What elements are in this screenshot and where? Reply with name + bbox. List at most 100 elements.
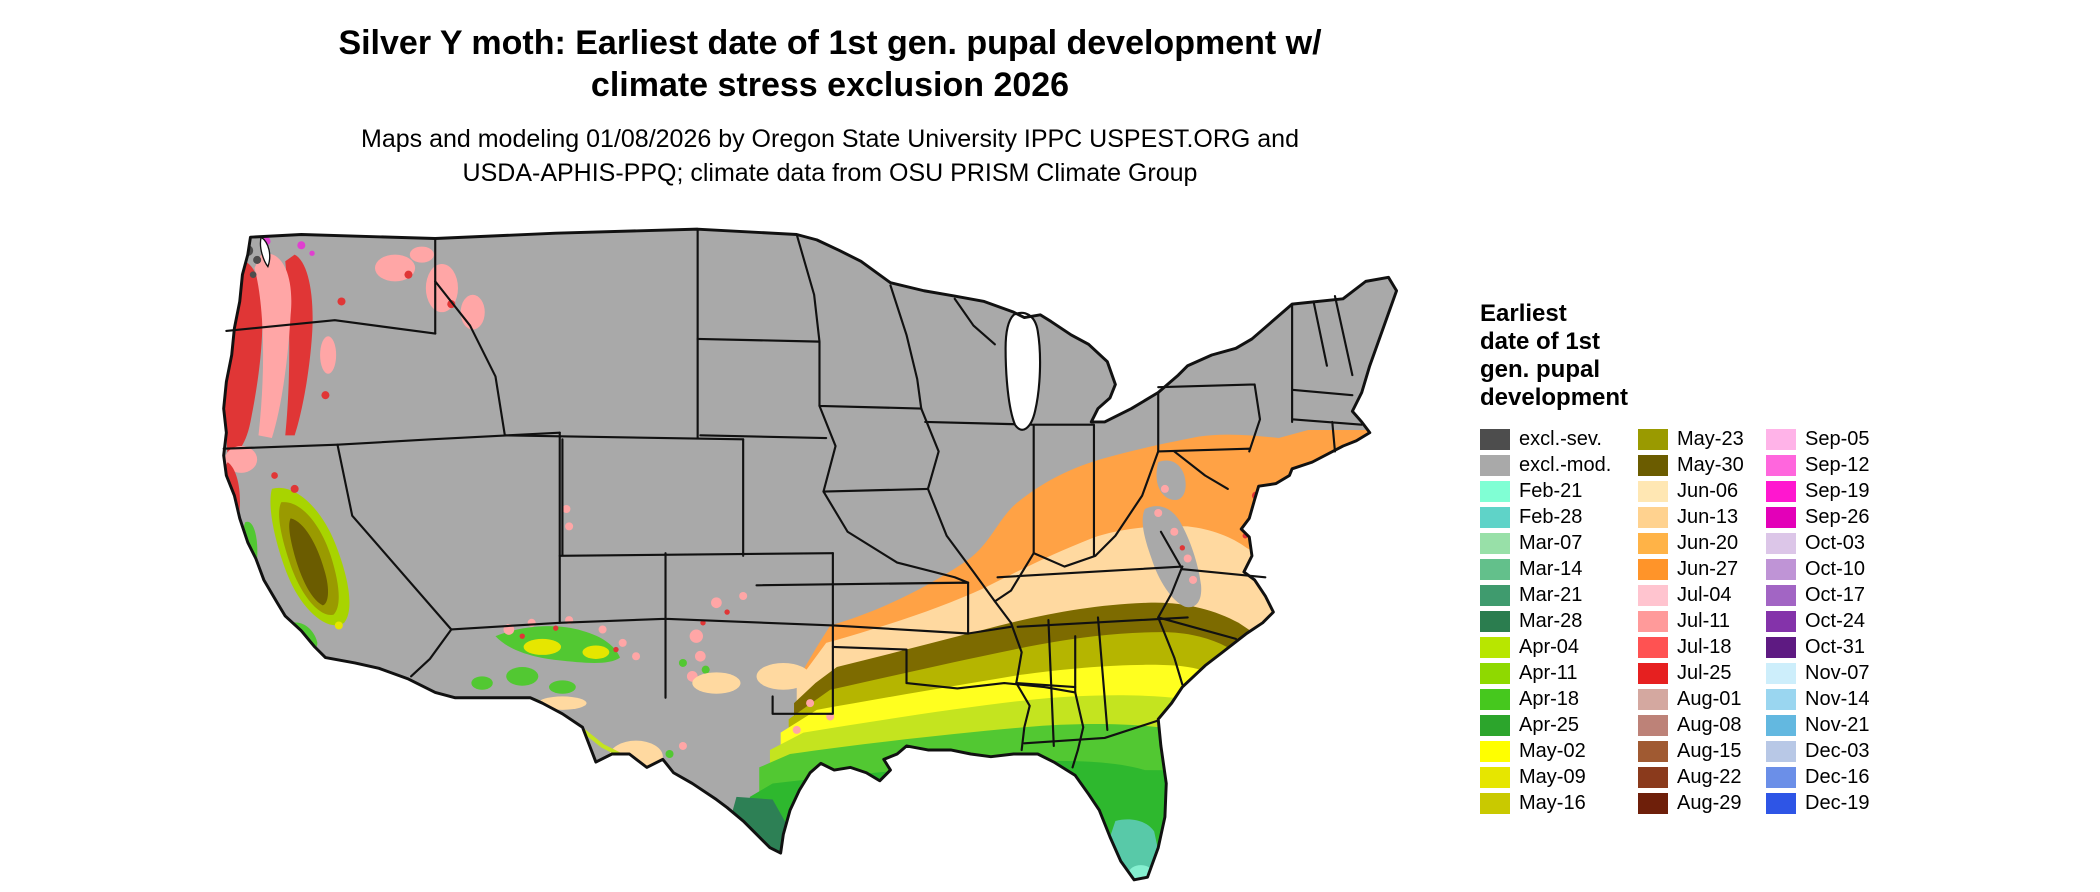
legend-swatch: [1638, 558, 1668, 580]
legend-swatch: [1480, 428, 1510, 450]
legend-swatch: [1766, 584, 1796, 606]
legend-label: Aug-01: [1677, 688, 1742, 710]
legend-label: Dec-03: [1805, 740, 1870, 762]
legend-item: May-30: [1638, 452, 1766, 478]
legend-swatch: [1638, 688, 1668, 710]
legend-item: Dec-16: [1766, 764, 1898, 790]
legend-item: Apr-04: [1480, 634, 1638, 660]
legend-swatch: [1638, 454, 1668, 476]
legend-item: May-02: [1480, 738, 1638, 764]
region-az-nm-red-specks: [519, 609, 730, 653]
us-map: [221, 221, 1426, 884]
legend-swatch: [1638, 662, 1668, 684]
legend-item: Dec-19: [1766, 790, 1898, 816]
legend-swatch: [1480, 454, 1510, 476]
legend-label: Jul-11: [1677, 610, 1730, 632]
legend-item: May-16: [1480, 790, 1638, 816]
legend-label: Jul-04: [1677, 584, 1732, 606]
legend-item: Nov-07: [1766, 660, 1898, 686]
legend-item: Mar-14: [1480, 556, 1638, 582]
legend-swatch: [1638, 480, 1668, 502]
legend-item: Sep-26: [1766, 504, 1898, 530]
legend-item: Mar-21: [1480, 582, 1638, 608]
region-south-texas-mar: [729, 796, 791, 854]
legend-swatch: [1766, 688, 1796, 710]
legend-label: Oct-31: [1805, 636, 1866, 658]
legend-label: Mar-14: [1519, 558, 1583, 580]
legend-label: Apr-25: [1519, 714, 1580, 736]
legend-label: May-30: [1677, 454, 1744, 476]
legend-columns: excl.-sev. excl.-mod. Feb-21 Feb-28 Mar-07 Ma…: [1480, 426, 1898, 816]
legend-label: Dec-16: [1805, 766, 1870, 788]
legend-label: Aug-08: [1677, 714, 1742, 736]
legend-item: Nov-14: [1766, 686, 1898, 712]
legend-item: Mar-07: [1480, 530, 1638, 556]
legend-swatch: [1480, 688, 1510, 710]
region-appalachia-gray: [1142, 506, 1202, 608]
legend-label: Sep-26: [1805, 506, 1870, 528]
legend-item: Jun-20: [1638, 530, 1766, 556]
legend-label: Oct-24: [1805, 610, 1866, 632]
legend-swatch: [1638, 740, 1668, 762]
region-pnw-pink: [254, 253, 292, 439]
legend-swatch: [1766, 610, 1796, 632]
map-title-line2: climate stress exclusion 2026: [590, 66, 1070, 104]
legend-swatch: [1480, 584, 1510, 606]
legend-label: Mar-21: [1519, 584, 1583, 606]
legend-swatch: [1766, 792, 1796, 814]
legend-swatch: [1766, 454, 1796, 476]
legend-swatch: [1480, 506, 1510, 528]
legend-label: Apr-18: [1519, 688, 1580, 710]
legend-item: Feb-28: [1480, 504, 1638, 530]
legend-column-2: May-23 May-30 Jun-06 Jun-13 Jun-20 Jun-27 Jul-…: [1638, 426, 1766, 816]
legend-item: Jul-04: [1638, 582, 1766, 608]
legend-label: Aug-15: [1677, 740, 1742, 762]
legend-column-1: excl.-sev. excl.-mod. Feb-21 Feb-28 Mar-07 Ma…: [1480, 426, 1638, 816]
legend-item: Oct-03: [1766, 530, 1898, 556]
legend-swatch: [1766, 506, 1796, 528]
lake-michigan: [1004, 311, 1042, 431]
legend-swatch: [1480, 714, 1510, 736]
legend-title-line3: gen. pupal: [1480, 356, 1600, 383]
legend-item: Aug-08: [1638, 712, 1766, 738]
legend-swatch: [1638, 636, 1668, 658]
legend-item: May-09: [1480, 764, 1638, 790]
legend-item: Sep-05: [1766, 426, 1898, 452]
legend-label: Apr-04: [1519, 636, 1580, 658]
legend-swatch: [1480, 532, 1510, 554]
legend-item: Aug-29: [1638, 790, 1766, 816]
legend-label: Oct-10: [1805, 558, 1866, 580]
map-legend: Earliest date of 1st gen. pupal developm…: [1480, 300, 1898, 816]
legend-label: Mar-07: [1519, 532, 1583, 554]
legend-item: Apr-11: [1480, 660, 1638, 686]
region-central-valley-dark: [289, 518, 329, 606]
legend-label: Jul-18: [1677, 636, 1732, 658]
legend-item: Jun-06: [1638, 478, 1766, 504]
state-borders: [222, 228, 1363, 769]
map-subtitle-line1: Maps and modeling 01/08/2026 by Oregon S…: [361, 125, 1299, 153]
legend-item: Jul-25: [1638, 660, 1766, 686]
legend-swatch: [1480, 558, 1510, 580]
legend-label: Sep-12: [1805, 454, 1870, 476]
us-map-svg: [222, 227, 1399, 882]
legend-label: Jun-13: [1677, 506, 1739, 528]
legend-label: Dec-19: [1805, 792, 1870, 814]
legend-swatch: [1638, 428, 1668, 450]
legend-label: May-09: [1519, 766, 1586, 788]
legend-column-3: Sep-05 Sep-12 Sep-19 Sep-26 Oct-03 Oct-10 Oct-…: [1766, 426, 1898, 816]
legend-label: Jul-25: [1677, 662, 1732, 684]
legend-item: Aug-01: [1638, 686, 1766, 712]
legend-label: May-02: [1519, 740, 1586, 762]
legend-title-line4: development: [1480, 384, 1629, 411]
legend-item: Apr-25: [1480, 712, 1638, 738]
region-se-az-green: [471, 658, 710, 759]
legend-swatch: [1638, 714, 1668, 736]
legend-swatch: [1480, 662, 1510, 684]
legend-swatch: [1480, 792, 1510, 814]
legend-item: Oct-10: [1766, 556, 1898, 582]
legend-label: Feb-28: [1519, 506, 1583, 528]
region-cascades-red: [285, 254, 313, 436]
legend-item: Mar-28: [1480, 608, 1638, 634]
legend-item: Jun-27: [1638, 556, 1766, 582]
legend-label: May-23: [1677, 428, 1744, 450]
